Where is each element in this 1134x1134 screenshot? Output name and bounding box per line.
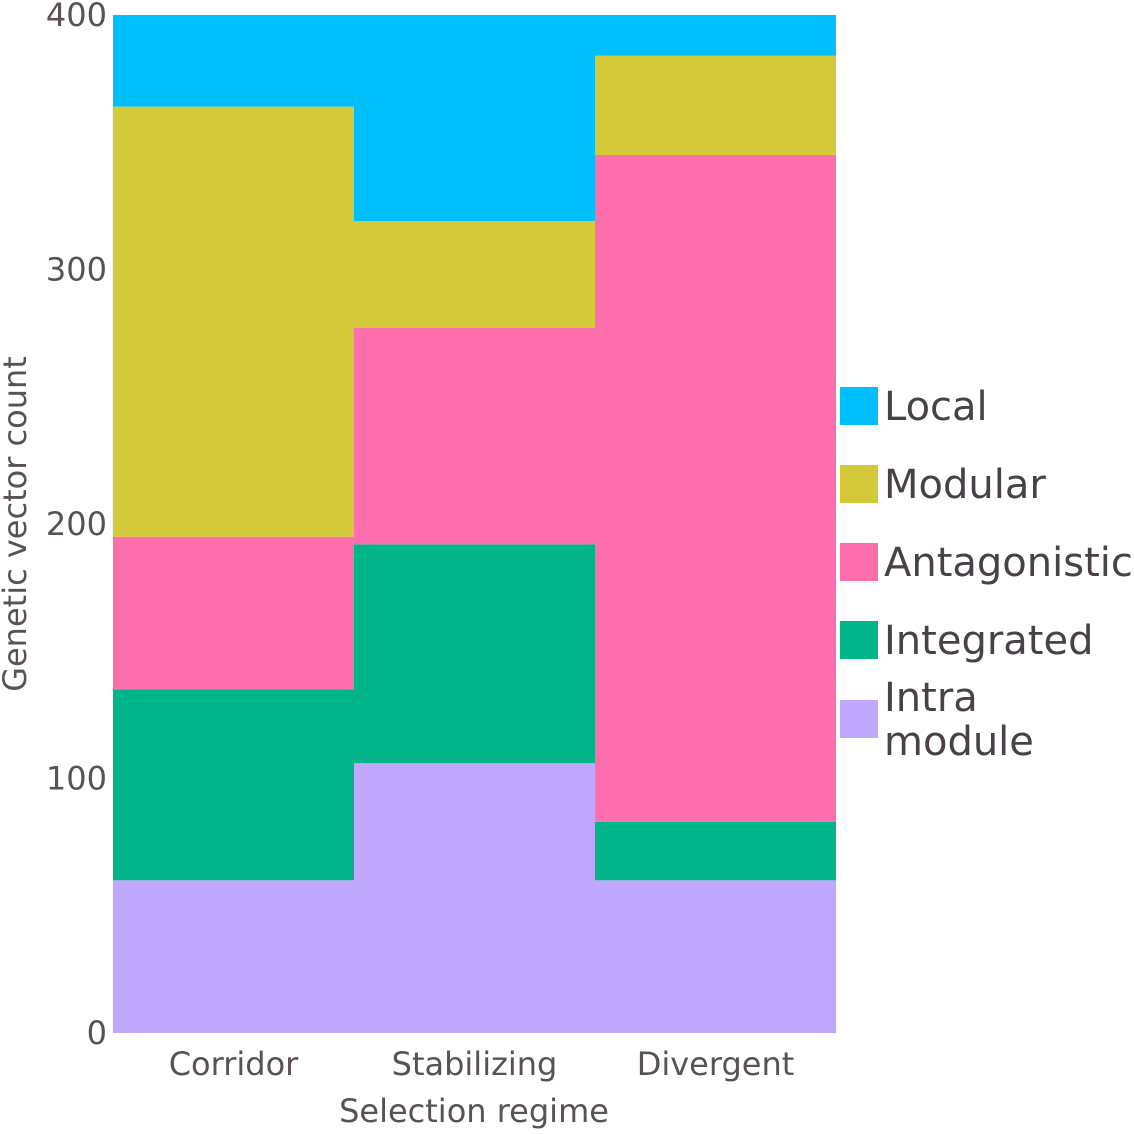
bar-segment-local-stabilizing — [354, 15, 595, 222]
bar-segment-antagonistic-corridor — [113, 536, 354, 690]
legend-item-intra-module: Intra module — [840, 675, 1034, 765]
bar-segment-modular-stabilizing — [354, 221, 595, 329]
x-tick-label: Stabilizing — [392, 1045, 558, 1083]
legend-item-modular: Modular — [840, 462, 1046, 508]
legend-item-local: Local — [840, 384, 988, 430]
y-tick-labels: 0 100 200 300 400 — [46, 0, 107, 1052]
bar-segment-intra-module-divergent — [595, 880, 836, 1033]
legend-swatch — [840, 543, 878, 581]
legend-label: Integrated — [884, 618, 1093, 664]
y-tick-label: 200 — [46, 505, 107, 543]
legend-label: Intra module — [884, 675, 1034, 765]
x-axis-title: Selection regime — [339, 1092, 609, 1130]
bar-segment-antagonistic-divergent — [595, 154, 836, 822]
y-tick-label: 0 — [87, 1014, 107, 1052]
legend: Local Modular Antagonistic Integrated Intra m… — [840, 384, 1133, 765]
bar-segments — [113, 15, 836, 1033]
legend-swatch — [840, 387, 878, 425]
bar-segment-modular-corridor — [113, 106, 354, 537]
bar-segment-antagonistic-stabilizing — [354, 328, 595, 545]
bar-segment-local-divergent — [595, 15, 836, 56]
bar-segment-integrated-divergent — [595, 821, 836, 881]
x-tick-label: Corridor — [169, 1045, 299, 1083]
bar-segment-integrated-corridor — [113, 689, 354, 881]
y-tick-label: 400 — [46, 0, 107, 34]
bar-segment-local-corridor — [113, 15, 354, 107]
legend-item-integrated: Integrated — [840, 618, 1093, 664]
legend-label: Modular — [884, 462, 1046, 508]
bar-segment-intra-module-corridor — [113, 880, 354, 1033]
bar-segment-modular-divergent — [595, 55, 836, 155]
bar-segment-integrated-stabilizing — [354, 544, 595, 764]
y-axis-title: Genetic vector count — [0, 356, 34, 692]
bar-segment-intra-module-stabilizing — [354, 763, 595, 1033]
x-tick-label: Divergent — [637, 1045, 795, 1083]
legend-swatch — [840, 465, 878, 503]
y-tick-label: 300 — [46, 251, 107, 289]
legend-item-antagonistic: Antagonistic — [840, 540, 1133, 586]
legend-swatch — [840, 621, 878, 659]
legend-label: Local — [884, 384, 988, 430]
legend-swatch — [840, 700, 878, 738]
y-tick-label: 100 — [46, 760, 107, 798]
legend-label: Antagonistic — [884, 540, 1133, 586]
x-tick-labels: Corridor Stabilizing Divergent — [169, 1045, 795, 1083]
